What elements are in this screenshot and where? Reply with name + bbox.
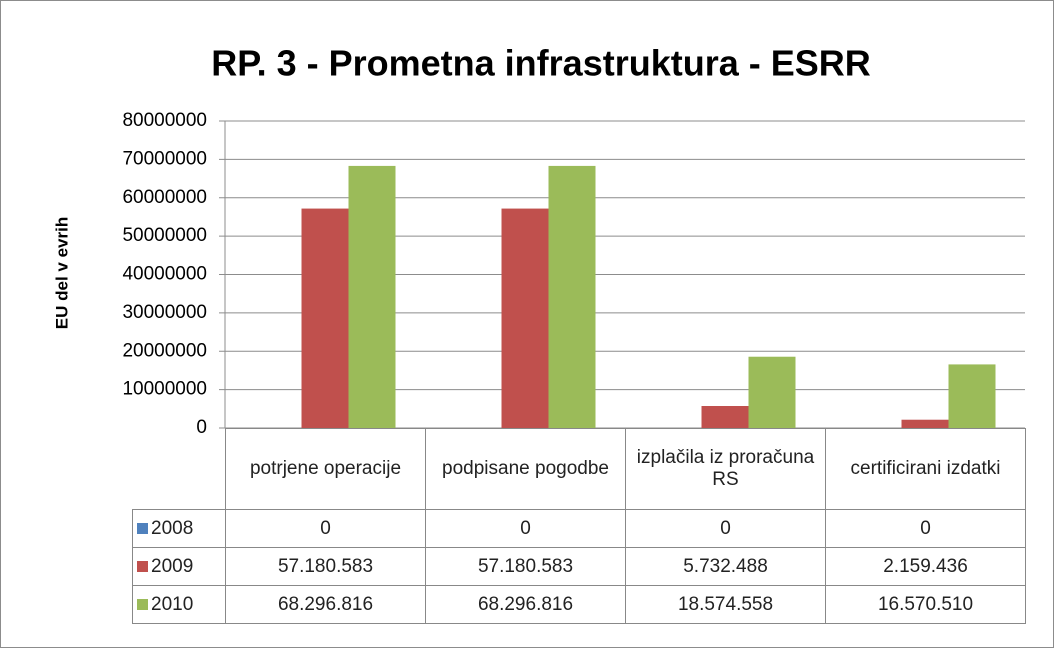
legend-cell: 2008 xyxy=(132,509,226,548)
y-tick-label: 10000000 xyxy=(122,379,207,400)
value-cell: 0 xyxy=(825,509,1026,548)
bar xyxy=(548,165,596,429)
value-cell: 18.574.558 xyxy=(625,585,826,624)
y-axis-label: EU del v evrih xyxy=(52,217,71,329)
bar xyxy=(748,356,796,428)
y-tick-label: 30000000 xyxy=(122,302,207,323)
bar xyxy=(901,419,949,428)
y-tick-label: 80000000 xyxy=(122,110,207,131)
y-tick-label: 60000000 xyxy=(122,187,207,208)
table-row: 2010 68.296.816 68.296.816 18.574.558 16.570… xyxy=(132,585,1026,624)
value-cell: 0 xyxy=(625,509,826,548)
y-tick-label: 0 xyxy=(196,417,207,438)
legend-label: 2008 xyxy=(151,517,194,539)
category-cell: izplačila iz proračuna RS xyxy=(625,428,826,510)
legend-cell: 2009 xyxy=(132,547,226,586)
value-cell: 68.296.816 xyxy=(225,585,426,624)
value-cell: 68.296.816 xyxy=(425,585,626,624)
bar xyxy=(348,165,396,429)
value-cell: 0 xyxy=(425,509,626,548)
table-corner xyxy=(132,428,226,510)
value-cell: 16.570.510 xyxy=(825,585,1026,624)
y-tick-label: 70000000 xyxy=(122,148,207,169)
table-row: 2009 57.180.583 57.180.583 5.732.488 2.159.4… xyxy=(132,547,1026,586)
legend-swatch xyxy=(137,522,148,534)
legend-label: 2009 xyxy=(151,555,194,577)
legend-swatch xyxy=(137,598,148,610)
value-cell: 5.732.488 xyxy=(625,547,826,586)
legend-label: 2010 xyxy=(151,593,194,615)
table-row: 2008 0 0 0 0 xyxy=(132,509,1026,548)
category-cell: potrjene operacije xyxy=(225,428,426,510)
chart-title: RP. 3 - Prometna infrastruktura - ESRR xyxy=(211,43,871,84)
legend-cell: 2010 xyxy=(132,585,226,624)
category-cell: certificirani izdatki xyxy=(825,428,1026,510)
legend-swatch xyxy=(137,560,148,572)
y-tick-label: 50000000 xyxy=(122,225,207,246)
table-header-row: potrjene operacije podpisane pogodbe izpla… xyxy=(132,428,1026,510)
value-cell: 57.180.583 xyxy=(425,547,626,586)
value-cell: 0 xyxy=(225,509,426,548)
category-cell: podpisane pogodbe xyxy=(425,428,626,510)
value-cell: 2.159.436 xyxy=(825,547,1026,586)
bar xyxy=(701,406,749,428)
y-tick-label: 20000000 xyxy=(122,340,207,361)
y-tick-label: 40000000 xyxy=(122,264,207,285)
data-table: potrjene operacije podpisane pogodbe izpla… xyxy=(132,428,1026,624)
bar xyxy=(501,208,549,428)
bar xyxy=(301,208,349,428)
bar xyxy=(948,364,996,428)
value-cell: 57.180.583 xyxy=(225,547,426,586)
